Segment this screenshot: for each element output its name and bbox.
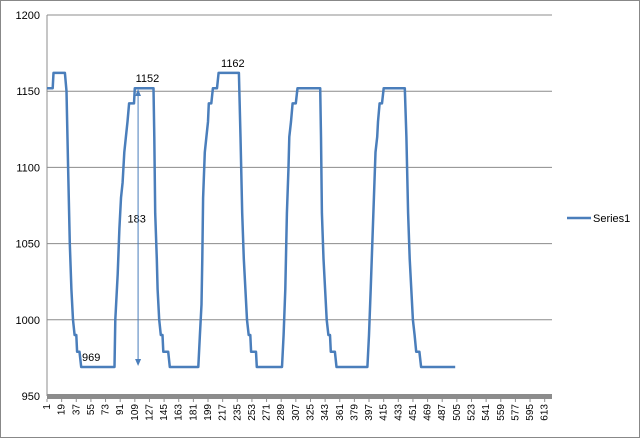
x-tick-label: 271 xyxy=(262,404,273,421)
x-tick-label: 487 xyxy=(437,404,448,421)
y-tick-label: 1100 xyxy=(16,162,40,174)
y-tick-label: 1200 xyxy=(16,10,40,22)
x-tick-label: 253 xyxy=(247,404,258,421)
x-tick-label: 1 xyxy=(42,404,53,410)
x-tick-label: 145 xyxy=(159,404,170,421)
series-line-Series1 xyxy=(47,71,456,369)
annotation-label: 183 xyxy=(128,213,146,225)
x-tick-label: 199 xyxy=(203,404,214,421)
x-tick-label: 433 xyxy=(393,404,404,421)
annotation-label: 969 xyxy=(82,352,100,364)
x-tick-label: 73 xyxy=(101,404,112,416)
y-tick-label: 1050 xyxy=(16,239,40,251)
x-axis-band xyxy=(47,394,552,399)
x-tick-label: 361 xyxy=(335,404,346,421)
x-tick-label: 505 xyxy=(452,404,463,421)
x-tick-label: 163 xyxy=(174,404,185,421)
x-tick-label: 127 xyxy=(144,404,155,421)
x-tick-label: 19 xyxy=(57,404,68,416)
x-tick-label: 109 xyxy=(130,404,141,421)
x-tick-label: 181 xyxy=(188,404,199,421)
x-tick-label: 397 xyxy=(364,404,375,421)
x-tick-label: 379 xyxy=(349,404,360,421)
x-tick-label: 595 xyxy=(525,404,536,421)
x-tick-label: 55 xyxy=(86,404,97,416)
y-tick-label: 950 xyxy=(22,391,40,403)
x-tick-label: 217 xyxy=(218,404,229,421)
legend-label: Series1 xyxy=(593,213,630,225)
x-tick-label: 415 xyxy=(379,404,390,421)
x-tick-label: 37 xyxy=(71,404,82,416)
y-tick-label: 1150 xyxy=(16,86,40,98)
x-tick-label: 289 xyxy=(276,404,287,421)
x-tick-label: 307 xyxy=(291,404,302,421)
y-tick-label: 1000 xyxy=(16,315,40,327)
x-tick-label: 469 xyxy=(423,404,434,421)
x-tick-label: 235 xyxy=(232,404,243,421)
annotation-label: 1152 xyxy=(136,73,160,85)
x-tick-label: 541 xyxy=(481,404,492,421)
annotation-label: 1162 xyxy=(221,58,245,70)
x-tick-label: 523 xyxy=(466,404,477,421)
x-tick-label: 577 xyxy=(510,404,521,421)
x-tick-label: 451 xyxy=(408,404,419,421)
x-tick-label: 91 xyxy=(115,404,126,416)
x-tick-label: 343 xyxy=(320,404,331,421)
x-tick-label: 325 xyxy=(305,404,316,421)
x-tick-label: 559 xyxy=(496,404,507,421)
x-tick-label: 613 xyxy=(540,404,551,421)
